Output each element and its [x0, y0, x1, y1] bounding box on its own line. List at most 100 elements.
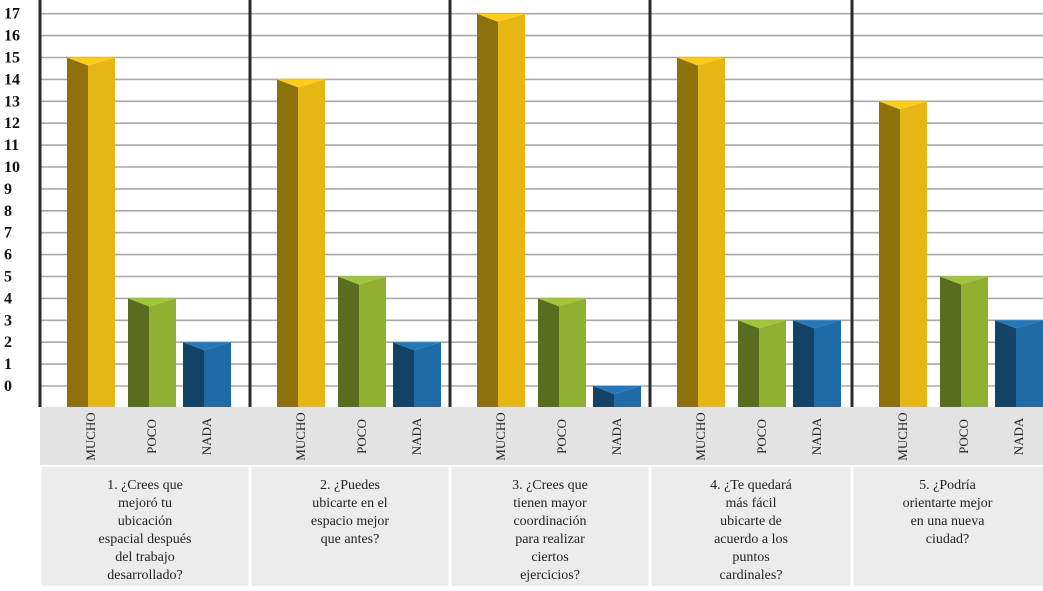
- category-label-poco: POCO: [554, 419, 569, 454]
- question-text-line: 2. ¿Puedes: [320, 478, 380, 493]
- bar-mucho-top: [67, 57, 115, 66]
- bar-nada-side: [793, 320, 814, 407]
- y-tick-label: 17: [4, 6, 20, 23]
- bar-mucho: [698, 57, 725, 407]
- question-text-line: ubicarte de: [720, 514, 782, 529]
- question-text-line: más fácil: [726, 496, 777, 511]
- y-tick-label: 0: [4, 378, 12, 395]
- question-text-line: coordinación: [513, 514, 586, 529]
- bar-nada: [414, 342, 441, 407]
- bar-nada-side: [593, 386, 614, 407]
- bar-mucho-side: [477, 13, 498, 407]
- y-tick-label: 12: [4, 115, 20, 132]
- bar-poco: [961, 276, 988, 407]
- bar-mucho: [88, 57, 115, 407]
- question-text-line: desarrollado?: [107, 568, 182, 583]
- category-label-nada: NADA: [809, 417, 824, 455]
- y-tick-label: 5: [4, 269, 12, 286]
- bar-nada-top: [995, 320, 1043, 329]
- question-text-line: del trabajo: [115, 550, 174, 565]
- y-tick-label: 16: [4, 28, 20, 45]
- y-tick-label: 14: [4, 71, 20, 88]
- question-text-line: cardinales?: [720, 568, 783, 583]
- bar-poco-top: [538, 298, 586, 307]
- bar-nada-side: [183, 342, 204, 407]
- bar-mucho-top: [277, 79, 325, 88]
- y-tick-label: 2: [4, 334, 12, 351]
- category-label-mucho: MUCHO: [83, 412, 98, 460]
- bar-poco: [559, 298, 586, 407]
- bar-nada: [1016, 320, 1043, 407]
- question-text-line: 5. ¿Podría: [919, 478, 977, 493]
- question-text-line: ejercicios?: [520, 568, 580, 583]
- bar-mucho: [900, 101, 927, 408]
- bar-mucho-side: [67, 57, 88, 407]
- y-tick-label: 4: [4, 290, 12, 307]
- category-label-mucho: MUCHO: [693, 412, 708, 460]
- bar-poco-top: [940, 276, 988, 285]
- y-tick-label: 13: [4, 93, 20, 110]
- question-text-line: en una nueva: [911, 514, 986, 529]
- bar-mucho-side: [277, 79, 298, 408]
- question-text-line: orientarte mejor: [903, 496, 993, 511]
- bar-mucho: [298, 79, 325, 408]
- question-text-line: ciudad?: [926, 532, 970, 547]
- bar-nada: [814, 320, 841, 407]
- category-label-mucho: MUCHO: [293, 412, 308, 460]
- question-text-line: ubicación: [118, 514, 172, 529]
- question-text-line: 4. ¿Te quedará: [710, 478, 793, 493]
- question-text-line: 3. ¿Crees que: [512, 478, 588, 493]
- bar-poco: [759, 320, 786, 407]
- bar-poco-side: [338, 276, 359, 407]
- category-label-poco: POCO: [144, 419, 159, 454]
- y-tick-label: 9: [4, 181, 12, 198]
- y-tick-label: 15: [4, 50, 20, 67]
- category-band: [40, 407, 1043, 466]
- bar-poco: [149, 298, 176, 407]
- bar-mucho-top: [477, 13, 525, 22]
- bar-nada-top: [793, 320, 841, 329]
- category-label-nada: NADA: [199, 417, 214, 455]
- question-text-line: espacio mejor: [311, 514, 389, 529]
- y-tick-label: 8: [4, 203, 12, 220]
- bar-poco: [359, 276, 386, 407]
- bar-mucho-side: [677, 57, 698, 407]
- bar-nada-top: [183, 342, 231, 351]
- bar-poco-side: [940, 276, 961, 407]
- question-text-line: ciertos: [531, 550, 568, 565]
- bar-mucho-top: [879, 101, 927, 110]
- question-text-line: tienen mayor: [513, 496, 587, 511]
- category-label-poco: POCO: [354, 419, 369, 454]
- y-tick-label: 11: [4, 137, 19, 154]
- bar-nada-top: [393, 342, 441, 351]
- question-text-line: mejoró tu: [118, 496, 172, 511]
- y-tick-label: 3: [4, 312, 12, 329]
- bar-nada-side: [995, 320, 1016, 407]
- question-text-line: ubicarte en el: [312, 496, 388, 511]
- bar-poco-top: [738, 320, 786, 329]
- category-label-nada: NADA: [409, 417, 424, 455]
- bar-nada-top: [593, 386, 641, 394]
- y-tick-label: 6: [4, 247, 12, 264]
- question-text-line: que antes?: [321, 532, 380, 547]
- bar-poco-side: [538, 298, 559, 407]
- question-band: [40, 466, 1043, 586]
- bar-poco-top: [338, 276, 386, 285]
- bar-mucho-top: [677, 57, 725, 66]
- bar-poco-side: [738, 320, 759, 407]
- bar-poco-side: [128, 298, 149, 407]
- bar-nada: [614, 386, 641, 407]
- question-text-line: 1. ¿Crees que: [107, 478, 183, 493]
- y-tick-label: 10: [4, 159, 20, 176]
- bar-nada: [204, 342, 231, 407]
- bar-nada-side: [393, 342, 414, 407]
- bar-mucho-side: [879, 101, 900, 408]
- y-tick-label: 1: [4, 356, 12, 373]
- category-label-poco: POCO: [754, 419, 769, 454]
- question-text-line: para realizar: [515, 532, 585, 547]
- bar-mucho: [498, 13, 525, 407]
- category-label-nada: NADA: [1011, 417, 1026, 455]
- category-label-mucho: MUCHO: [895, 412, 910, 460]
- y-tick-label: 7: [4, 225, 12, 242]
